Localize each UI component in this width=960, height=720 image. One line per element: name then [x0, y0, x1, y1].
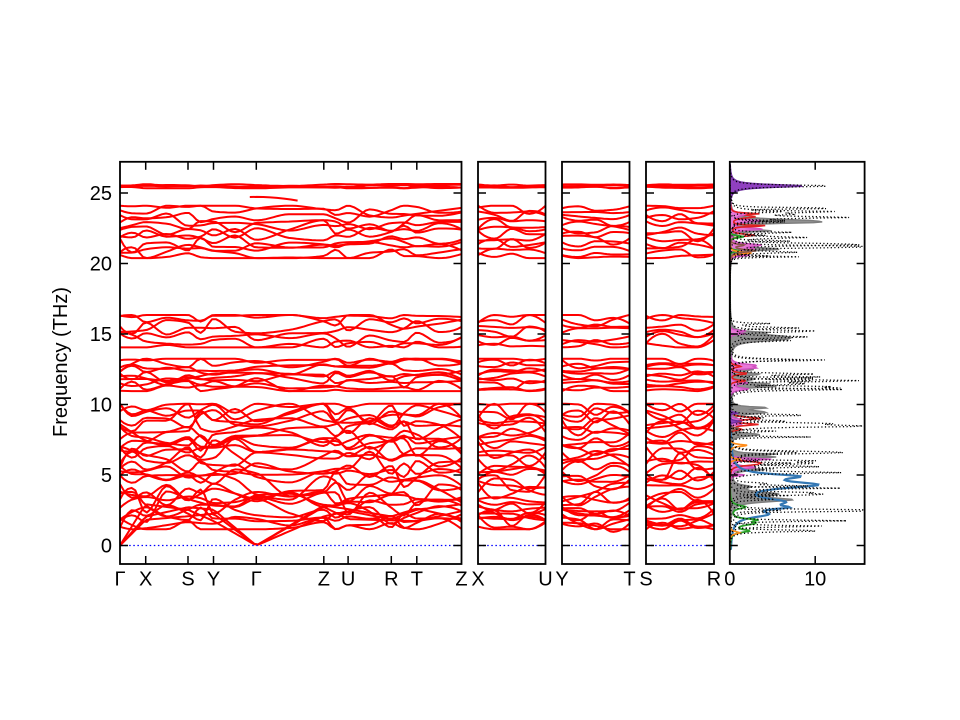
svg-text:Z: Z	[455, 569, 467, 591]
svg-text:20: 20	[90, 254, 112, 276]
svg-text:25: 25	[90, 183, 112, 205]
svg-text:Γ: Γ	[114, 569, 125, 591]
svg-text:T: T	[623, 569, 635, 591]
svg-text:R: R	[384, 569, 398, 591]
svg-text:X: X	[139, 569, 152, 591]
svg-text:T: T	[411, 569, 423, 591]
svg-text:S: S	[181, 569, 194, 591]
svg-text:10: 10	[804, 569, 826, 591]
svg-text:5: 5	[101, 465, 112, 487]
svg-text:R: R	[707, 569, 721, 591]
svg-text:Γ: Γ	[251, 569, 262, 591]
svg-text:X: X	[471, 569, 484, 591]
svg-text:0: 0	[724, 569, 735, 591]
svg-text:15: 15	[90, 324, 112, 346]
svg-text:U: U	[341, 569, 355, 591]
svg-text:S: S	[639, 569, 652, 591]
svg-text:10: 10	[90, 395, 112, 417]
svg-text:Z: Z	[318, 569, 330, 591]
svg-text:U: U	[538, 569, 552, 591]
svg-text:0: 0	[101, 536, 112, 558]
svg-text:Y: Y	[555, 569, 568, 591]
svg-text:Frequency (THz): Frequency (THz)	[50, 287, 72, 437]
svg-text:Y: Y	[207, 569, 220, 591]
